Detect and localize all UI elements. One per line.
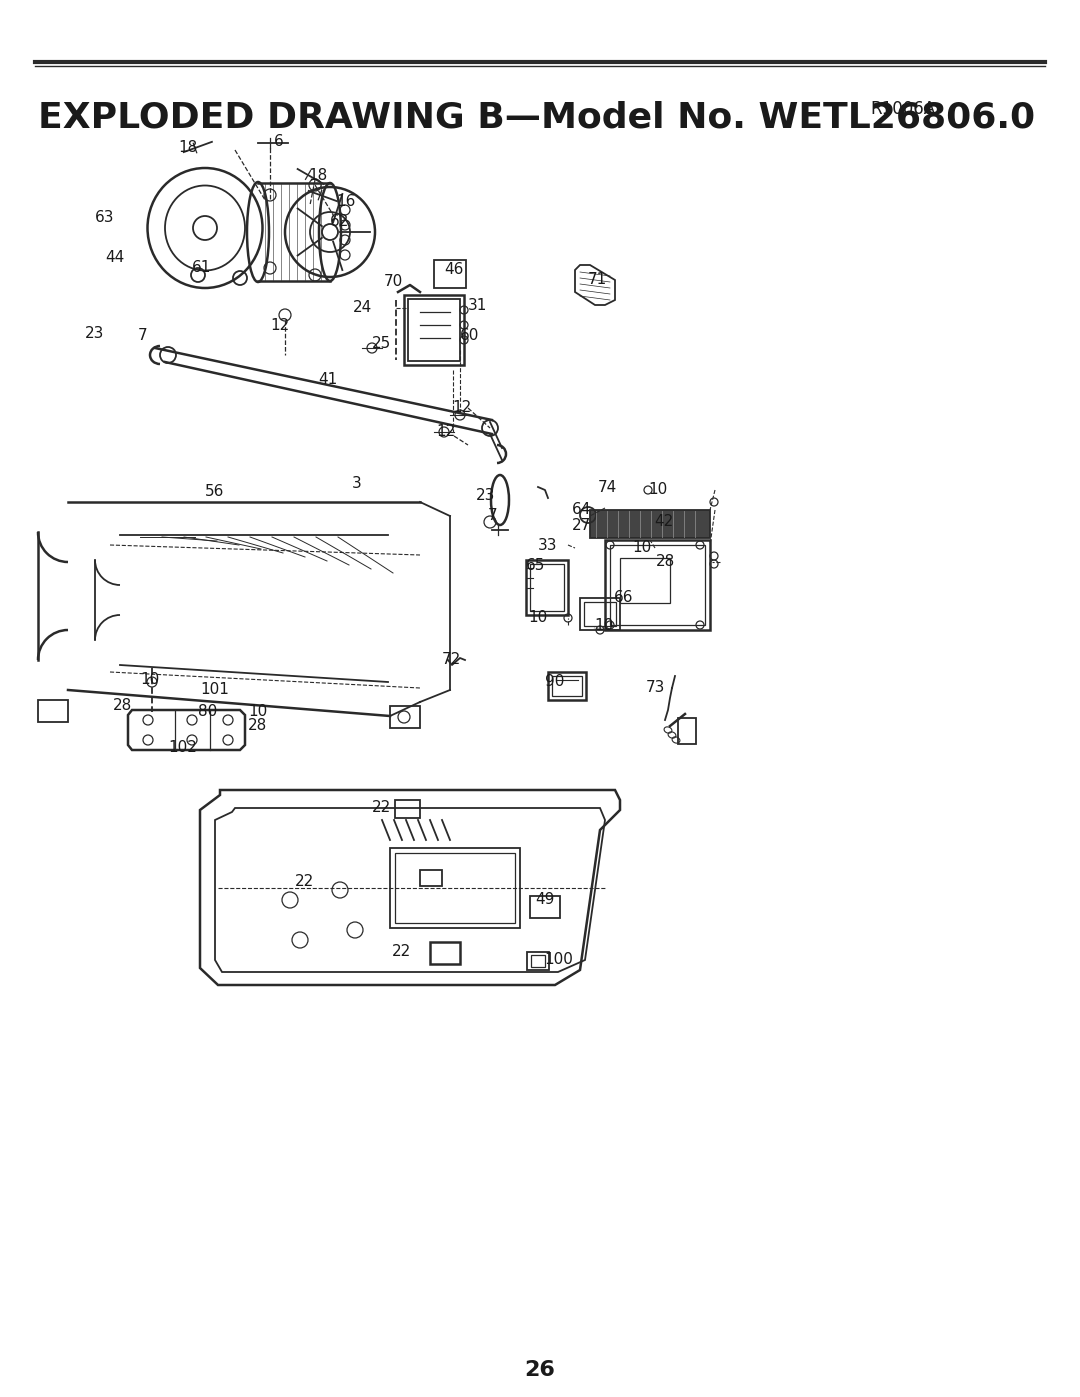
Text: 18: 18 — [308, 168, 327, 183]
Text: 28: 28 — [248, 718, 267, 733]
Text: 49: 49 — [535, 893, 554, 908]
Text: 33: 33 — [538, 538, 557, 553]
Bar — [38, 700, 68, 722]
Text: 72: 72 — [442, 652, 461, 668]
Bar — [530, 564, 564, 610]
Text: 12: 12 — [453, 401, 471, 415]
Text: 6: 6 — [274, 134, 284, 149]
Text: 101: 101 — [200, 683, 229, 697]
Text: 71: 71 — [588, 272, 607, 288]
Text: 31: 31 — [468, 298, 487, 313]
Text: 60: 60 — [460, 327, 480, 342]
Text: 22: 22 — [392, 944, 411, 960]
Text: 24: 24 — [353, 299, 373, 314]
Bar — [430, 942, 460, 964]
Bar — [605, 541, 710, 630]
Text: 10: 10 — [528, 610, 548, 626]
Text: 12: 12 — [436, 425, 456, 440]
Text: 23: 23 — [85, 326, 105, 341]
Bar — [390, 848, 519, 928]
Text: 56: 56 — [205, 485, 225, 500]
Bar — [408, 299, 460, 360]
Bar — [395, 854, 515, 923]
Text: 28: 28 — [113, 697, 132, 712]
Text: 74: 74 — [598, 481, 618, 496]
Text: 70: 70 — [384, 274, 403, 289]
Text: 12: 12 — [270, 319, 289, 334]
Text: 100: 100 — [544, 953, 572, 968]
Text: 63: 63 — [95, 211, 114, 225]
Text: 7: 7 — [138, 328, 148, 344]
Text: 18: 18 — [178, 140, 198, 155]
Text: 3: 3 — [352, 475, 362, 490]
Bar — [678, 718, 696, 745]
Text: 27: 27 — [572, 518, 591, 534]
Bar — [584, 602, 616, 626]
Text: 80: 80 — [198, 704, 217, 719]
Text: 10: 10 — [594, 619, 613, 633]
Bar — [390, 705, 420, 728]
Text: 61: 61 — [192, 260, 212, 275]
Text: 26: 26 — [525, 1361, 555, 1380]
Bar — [610, 545, 705, 624]
Text: 10: 10 — [248, 704, 267, 719]
Bar — [395, 800, 420, 819]
Text: 23: 23 — [476, 489, 496, 503]
Text: 73: 73 — [646, 680, 665, 696]
Bar — [404, 295, 464, 365]
Bar — [527, 951, 549, 970]
Text: 16: 16 — [336, 194, 355, 210]
Bar — [580, 598, 620, 630]
Text: 66: 66 — [615, 591, 634, 605]
Text: 65: 65 — [526, 559, 545, 574]
Text: 10: 10 — [648, 482, 667, 497]
Text: 22: 22 — [372, 800, 391, 816]
Text: EXPLODED DRAWING B—Model No. WETL26806.0: EXPLODED DRAWING B—Model No. WETL26806.0 — [38, 101, 1035, 134]
Text: 62: 62 — [330, 215, 349, 229]
Bar — [530, 895, 561, 918]
Bar — [590, 510, 710, 538]
Text: 7: 7 — [488, 509, 498, 524]
Text: 102: 102 — [168, 740, 197, 756]
Bar — [552, 676, 582, 696]
Text: R1006A: R1006A — [870, 101, 935, 117]
Bar — [620, 557, 670, 604]
Text: 44: 44 — [105, 250, 124, 265]
Bar — [526, 560, 568, 615]
Text: 46: 46 — [444, 263, 463, 278]
Text: 64: 64 — [572, 503, 592, 517]
Text: 28: 28 — [656, 555, 675, 570]
Text: 41: 41 — [318, 373, 337, 387]
Bar — [531, 956, 545, 967]
Text: 10: 10 — [632, 541, 651, 556]
Bar — [434, 260, 465, 288]
Bar — [420, 870, 442, 886]
Text: 90: 90 — [545, 675, 565, 690]
Text: 10: 10 — [140, 672, 159, 687]
Text: 25: 25 — [372, 337, 391, 352]
Bar — [548, 672, 586, 700]
Text: 22: 22 — [295, 875, 314, 890]
Text: 42: 42 — [654, 514, 673, 529]
